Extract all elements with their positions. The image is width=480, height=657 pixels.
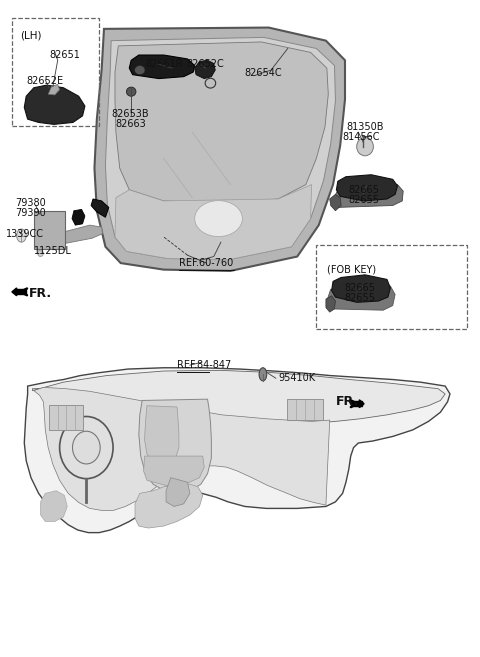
Text: 82654C: 82654C: [245, 68, 282, 78]
Text: 81456C: 81456C: [343, 132, 380, 142]
Text: 82653B: 82653B: [111, 109, 149, 119]
Bar: [12, 18, 99, 125]
Polygon shape: [48, 85, 60, 95]
Text: (LH): (LH): [21, 30, 42, 41]
Text: 82655: 82655: [344, 293, 375, 303]
Polygon shape: [351, 401, 362, 406]
Ellipse shape: [17, 229, 26, 242]
Polygon shape: [91, 199, 109, 217]
Polygon shape: [106, 37, 336, 260]
Text: REF.84-847: REF.84-847: [177, 360, 231, 370]
Bar: [287, 399, 323, 420]
Polygon shape: [129, 55, 195, 79]
Polygon shape: [333, 185, 403, 208]
Polygon shape: [24, 85, 85, 124]
Text: 82663: 82663: [115, 120, 146, 129]
Polygon shape: [326, 296, 336, 312]
Text: FR.: FR.: [29, 287, 52, 300]
Text: 82651: 82651: [49, 50, 80, 60]
Polygon shape: [15, 289, 26, 294]
Ellipse shape: [72, 431, 100, 464]
Ellipse shape: [37, 250, 43, 256]
Ellipse shape: [134, 66, 145, 75]
Polygon shape: [40, 491, 67, 522]
Polygon shape: [139, 399, 211, 492]
Polygon shape: [65, 225, 103, 244]
Polygon shape: [115, 185, 312, 260]
Polygon shape: [95, 28, 345, 271]
Text: 1339CC: 1339CC: [6, 229, 44, 238]
Text: REF.60-760: REF.60-760: [179, 258, 233, 268]
Text: 79390: 79390: [15, 208, 46, 217]
Bar: [34, 211, 65, 249]
Polygon shape: [336, 175, 397, 201]
Ellipse shape: [195, 200, 242, 237]
Polygon shape: [166, 478, 190, 507]
Polygon shape: [144, 406, 179, 464]
Text: 82652E: 82652E: [26, 76, 63, 86]
Text: 1125DL: 1125DL: [34, 246, 72, 256]
Text: 81350B: 81350B: [346, 122, 384, 132]
Text: 95410K: 95410K: [278, 373, 315, 383]
Polygon shape: [330, 194, 341, 211]
Text: FR.: FR.: [336, 396, 359, 408]
Text: 79380: 79380: [15, 198, 46, 208]
Ellipse shape: [126, 87, 136, 97]
Polygon shape: [332, 275, 390, 302]
Polygon shape: [327, 286, 395, 310]
Ellipse shape: [357, 137, 373, 156]
Polygon shape: [135, 484, 203, 528]
Text: 82655: 82655: [349, 194, 380, 204]
Polygon shape: [144, 456, 204, 486]
Polygon shape: [12, 288, 17, 296]
Polygon shape: [115, 42, 328, 203]
Bar: [49, 405, 84, 430]
Polygon shape: [34, 388, 330, 510]
Polygon shape: [195, 60, 215, 79]
Polygon shape: [24, 368, 450, 533]
Ellipse shape: [259, 368, 267, 381]
Bar: [316, 245, 467, 328]
Text: 82665: 82665: [344, 283, 375, 293]
Polygon shape: [72, 210, 85, 225]
Text: 82652C: 82652C: [187, 58, 224, 68]
Text: 82665: 82665: [349, 185, 380, 195]
Polygon shape: [33, 371, 445, 424]
Polygon shape: [360, 400, 364, 407]
Text: (FOB KEY): (FOB KEY): [327, 265, 376, 275]
Text: 82661R: 82661R: [145, 58, 183, 68]
